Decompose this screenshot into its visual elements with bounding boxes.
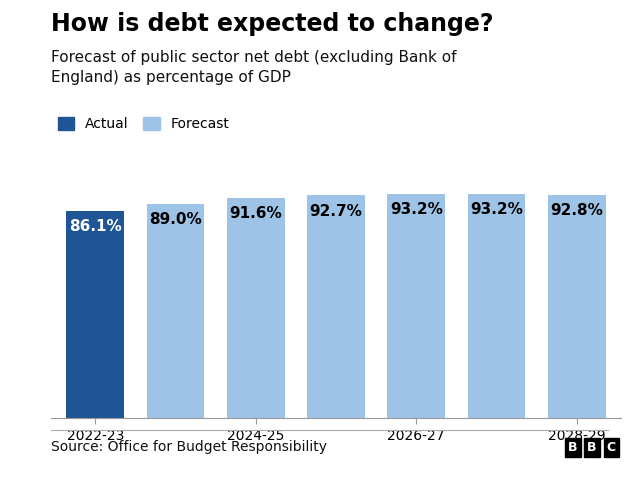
Text: 92.8%: 92.8% [550,204,603,218]
Bar [387,194,445,418]
Bar [67,211,124,418]
Text: Forecast of public sector net debt (excluding Bank of
England) as percentage of : Forecast of public sector net debt (excl… [51,50,457,84]
Text: 93.2%: 93.2% [390,203,443,217]
Legend: Actual, Forecast: Actual, Forecast [58,117,230,132]
Text: 89.0%: 89.0% [149,212,202,228]
Text: 93.2%: 93.2% [470,203,523,217]
Text: B: B [568,441,577,454]
Text: How is debt expected to change?: How is debt expected to change? [51,12,493,36]
Bar [227,198,285,418]
Bar [307,195,365,418]
Text: B: B [588,441,596,454]
Bar [548,195,605,418]
Text: Source: Office for Budget Responsibility: Source: Office for Budget Responsibility [51,440,327,455]
Text: 86.1%: 86.1% [69,219,122,234]
Bar [147,204,204,418]
Text: 91.6%: 91.6% [229,206,282,221]
Bar [468,194,525,418]
Text: C: C [607,441,616,454]
Text: 92.7%: 92.7% [310,204,362,218]
